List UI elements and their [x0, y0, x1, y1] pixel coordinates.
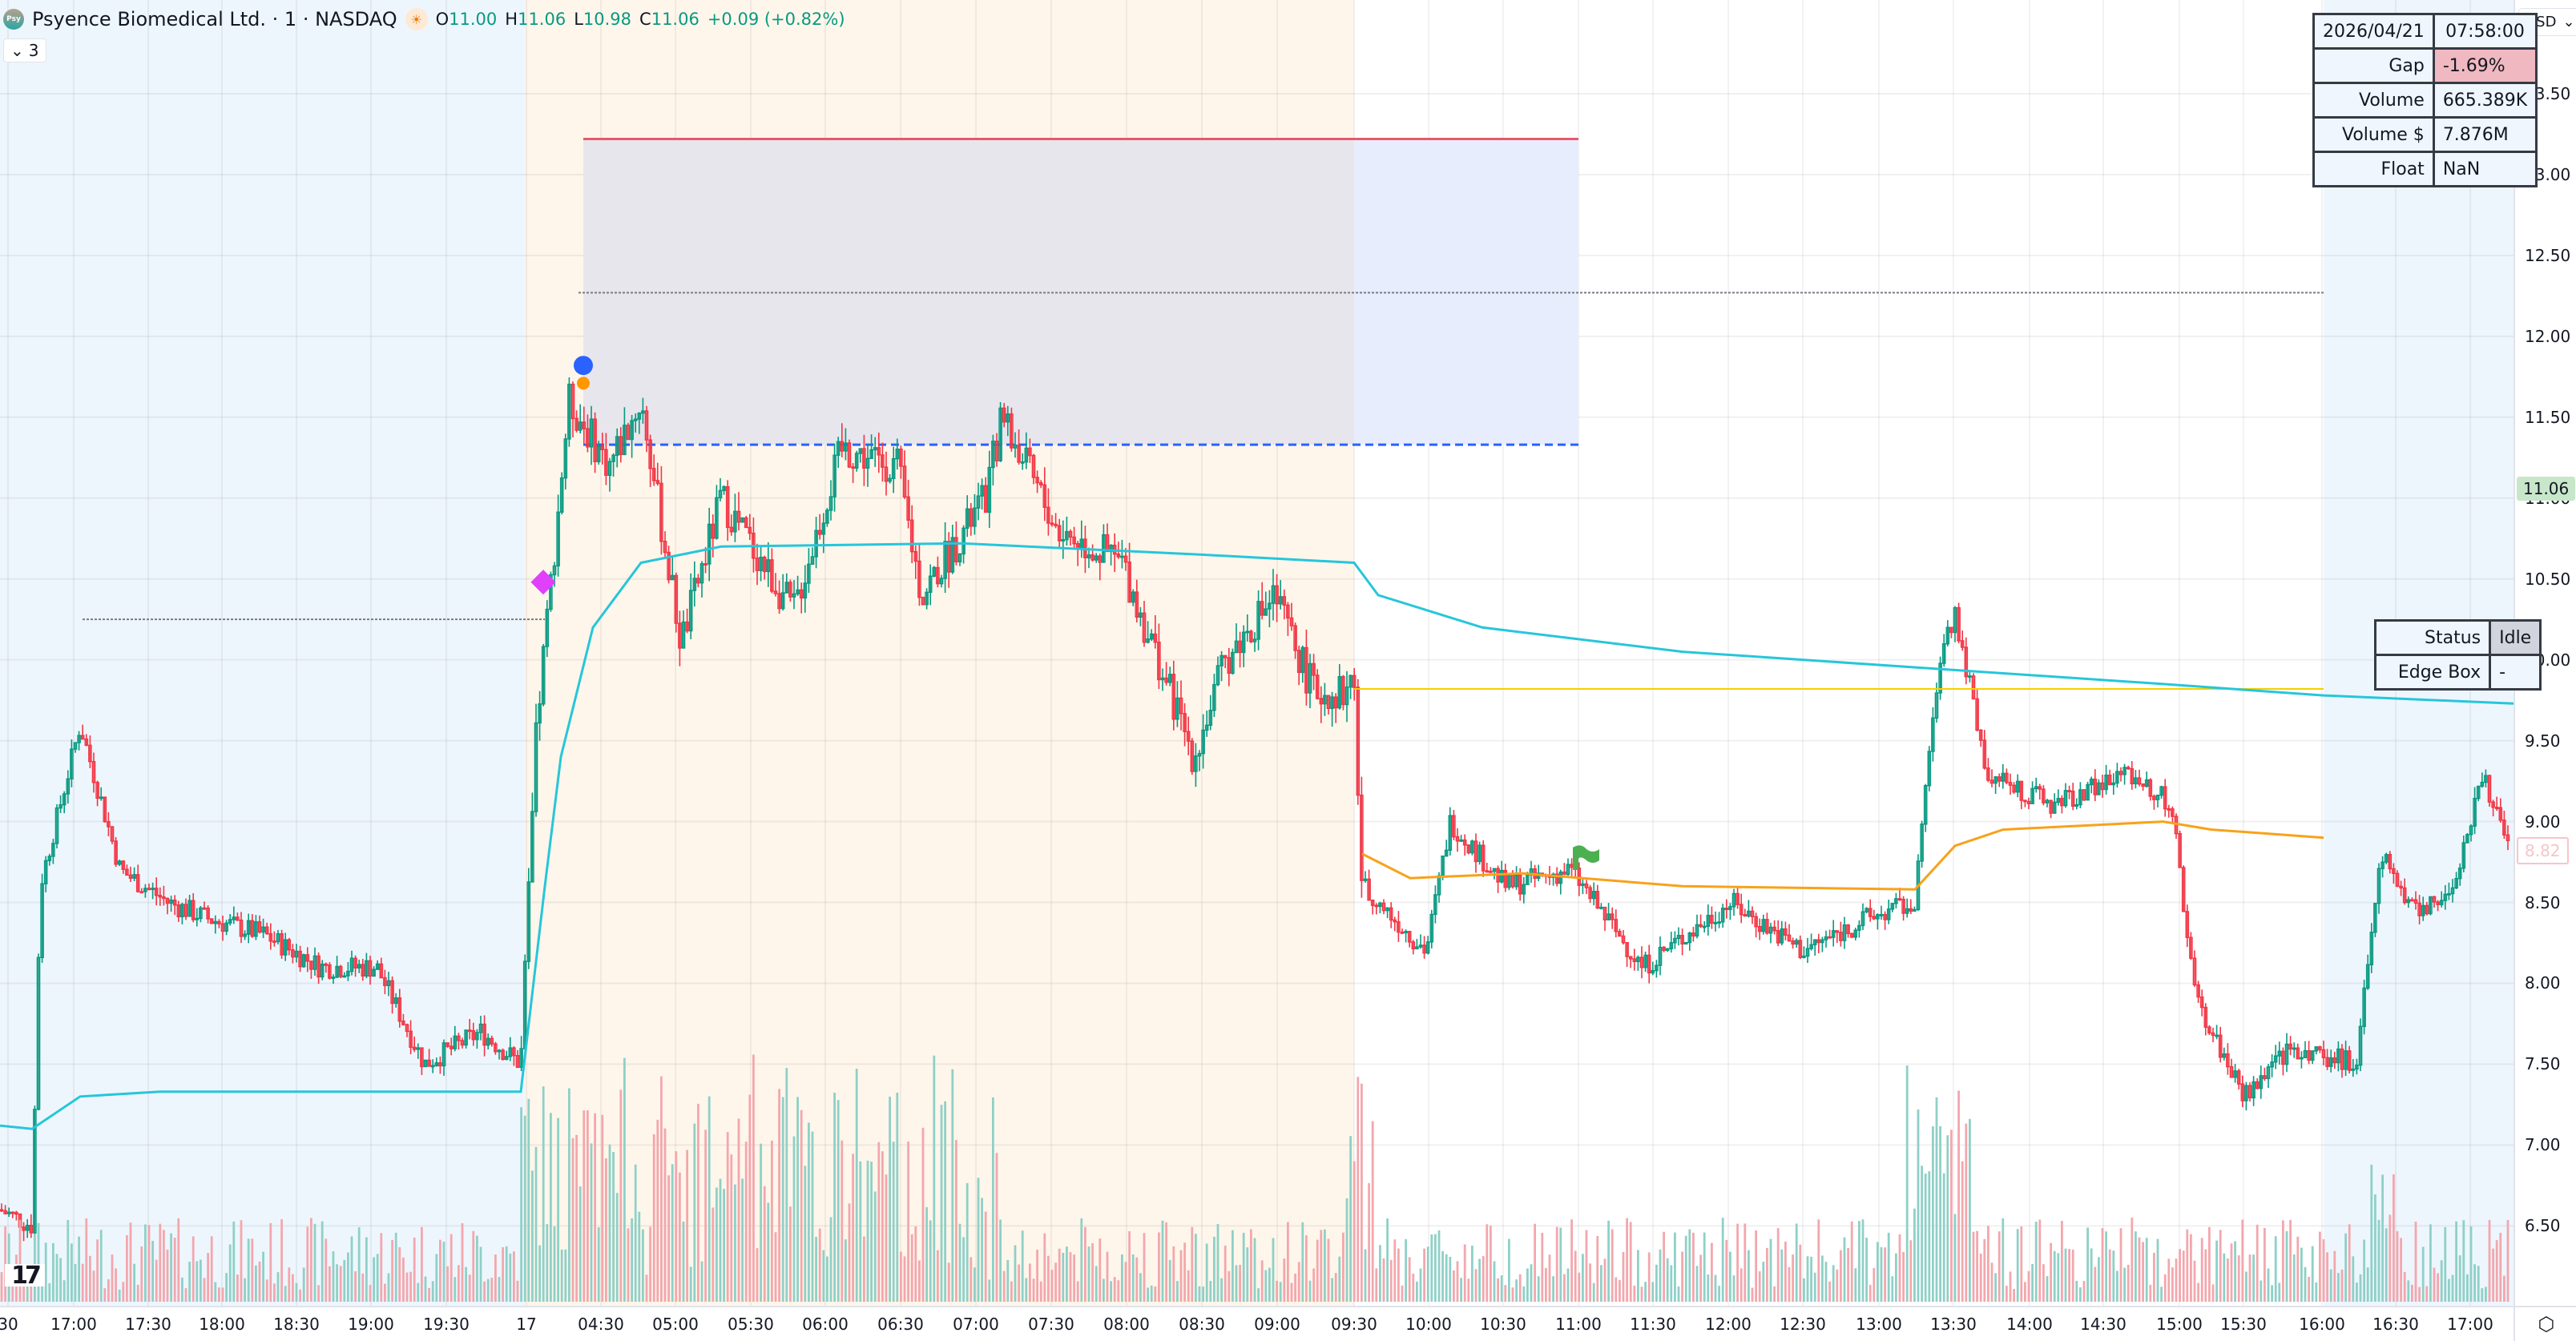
secondary-price-tag: 8.82	[2517, 836, 2569, 864]
time-label: 12:30	[1780, 1315, 1826, 1334]
time-label: 17:30	[125, 1315, 171, 1334]
gear-hex-icon: ⬡	[2538, 1313, 2555, 1335]
price-label: 6.50	[2525, 1216, 2561, 1236]
premarket-session-bg	[0, 0, 525, 1306]
time-label: 09:00	[1254, 1315, 1300, 1334]
indicator-count: 3	[28, 41, 39, 60]
time-label: 09:30	[1331, 1315, 1377, 1334]
indicators-toggle-button[interactable]: ⌄ 3	[3, 38, 46, 62]
time-label: 17:00	[50, 1315, 97, 1334]
settings-button[interactable]: ⬡	[2514, 1306, 2576, 1341]
status-table: Status Idle Edge Box -	[2373, 619, 2542, 691]
time-label: 14:00	[2006, 1315, 2053, 1334]
status-label: Status	[2373, 619, 2492, 656]
info-float-value: NaN	[2432, 151, 2538, 187]
price-axis[interactable]: 13.5013.0012.5012.0011.5011.0010.5010.00…	[2514, 0, 2576, 1306]
time-label: 04:30	[578, 1315, 624, 1334]
edge-box-label: Edge Box	[2373, 654, 2492, 691]
chevron-down-icon: ⌄	[10, 41, 24, 60]
time-label: 17	[516, 1315, 537, 1334]
open-label: O	[435, 10, 449, 29]
time-label: 08:30	[1179, 1315, 1225, 1334]
price-label: 8.50	[2525, 892, 2561, 912]
time-label: 10:00	[1405, 1315, 1452, 1334]
price-label: 12.50	[2525, 245, 2571, 265]
info-gap-label: Gap	[2312, 47, 2435, 84]
close-label: C	[639, 10, 651, 29]
vwap-rth-line	[1361, 820, 2324, 891]
symbol-logo: Psy	[3, 9, 24, 30]
symbol-legend: Psy Psyence Biomedical Ltd. · 1 · NASDAQ…	[3, 8, 845, 30]
info-float-label: Float	[2312, 151, 2435, 187]
small-circle-marker-icon	[577, 377, 590, 390]
time-label: 30	[0, 1315, 18, 1334]
info-date: 2026/04/21	[2312, 13, 2435, 50]
price-label: 7.50	[2525, 1054, 2561, 1074]
open-value: 11.00	[449, 10, 498, 29]
vwap-session-line	[0, 542, 2514, 1130]
chevron-down-icon: ⌄	[2562, 14, 2575, 30]
time-label: 14:30	[2080, 1315, 2127, 1334]
time-label: 11:30	[1630, 1315, 1676, 1334]
time-label: 05:00	[652, 1315, 699, 1334]
edge-box-value: -	[2489, 654, 2542, 691]
time-label: 05:30	[728, 1315, 774, 1334]
last-price-tag: 11.06	[2517, 476, 2576, 501]
time-label: 19:30	[423, 1315, 470, 1334]
close-value: 11.06	[651, 10, 699, 29]
change-value: +0.09 (+0.82%)	[707, 10, 845, 29]
status-value: Idle	[2489, 619, 2542, 656]
time-label: 16:00	[2299, 1315, 2345, 1334]
time-label: 13:30	[1930, 1315, 1977, 1334]
info-volume-label: Volume	[2312, 82, 2435, 119]
info-dollar-volume-label: Volume $	[2312, 116, 2435, 153]
price-label: 11.50	[2525, 407, 2571, 427]
info-volume-value: 665.389K	[2432, 82, 2538, 119]
price-label: 9.00	[2525, 811, 2561, 832]
info-dollar-volume-value: 7.876M	[2432, 116, 2538, 153]
time-label: 06:30	[877, 1315, 924, 1334]
low-label: L	[574, 10, 583, 29]
time-label: 06:00	[802, 1315, 849, 1334]
high-value: 11.06	[518, 10, 566, 29]
time-label: 18:00	[199, 1315, 245, 1334]
info-gap-value: -1.69%	[2432, 47, 2538, 84]
sunrise-icon: ☀	[405, 8, 428, 30]
high-label: H	[505, 10, 518, 29]
time-label: 12:00	[1705, 1315, 1752, 1334]
price-label: 7.00	[2525, 1135, 2561, 1155]
time-label: 10:30	[1480, 1315, 1526, 1334]
price-label: 10.50	[2525, 569, 2571, 589]
time-label: 19:00	[348, 1315, 394, 1334]
time-label: 11:00	[1555, 1315, 1602, 1334]
symbol-title[interactable]: Psyence Biomedical Ltd. · 1 · NASDAQ	[32, 8, 397, 30]
chart-pane[interactable]	[0, 0, 2514, 1306]
time-label: 15:30	[2220, 1315, 2267, 1334]
time-label: 08:00	[1103, 1315, 1150, 1334]
time-axis[interactable]: 30 17:00 17:30 18:00 18:30 19:00 19:30 17 04:30 0…	[0, 1306, 2514, 1341]
price-label: 12.00	[2525, 326, 2571, 346]
info-time: 07:58:00	[2432, 13, 2538, 50]
time-label: 15:00	[2156, 1315, 2203, 1334]
low-value: 10.98	[583, 10, 632, 29]
price-label: 9.50	[2525, 731, 2561, 751]
price-label: 8.00	[2525, 973, 2561, 993]
time-label: 18:30	[273, 1315, 320, 1334]
time-label: 07:30	[1028, 1315, 1074, 1334]
range-box	[583, 139, 1354, 445]
time-label: 13:00	[1856, 1315, 1902, 1334]
time-label: 16:30	[2372, 1315, 2419, 1334]
tradingview-logo[interactable]: 17	[5, 1262, 45, 1290]
time-label: 07:00	[953, 1315, 999, 1334]
info-table: 2026/04/21 07:58:00 Gap -1.69% Volume 665.3…	[2312, 13, 2538, 187]
time-label: 17:00	[2447, 1315, 2493, 1334]
ohlc-values: O11.00 H11.06 L10.98 C11.06 +0.09 (+0.82…	[436, 10, 845, 29]
price-chart-canvas[interactable]	[0, 0, 2514, 1306]
flag-marker-icon	[1573, 845, 1599, 870]
circle-marker-icon	[574, 356, 593, 376]
